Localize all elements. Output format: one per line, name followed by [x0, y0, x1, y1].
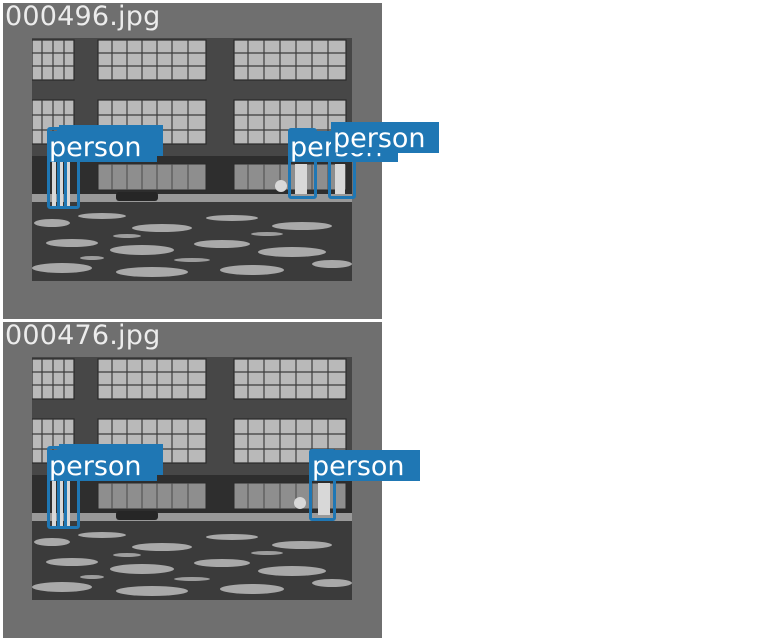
image-panel-000496: 000496.jpg person person person person p… [3, 1, 439, 319]
panel-filename: 000496.jpg [5, 1, 161, 32]
image-panel-000476: 000476.jpg person person person [3, 320, 420, 638]
detection-label: person [47, 450, 157, 482]
detection-label: person [331, 122, 439, 154]
panel-filename: 000476.jpg [5, 320, 161, 351]
detection-label: person [310, 450, 420, 482]
scene-image [32, 357, 352, 600]
detection-box [288, 128, 317, 199]
scene-image [32, 38, 352, 281]
detection-label: person [47, 131, 157, 163]
